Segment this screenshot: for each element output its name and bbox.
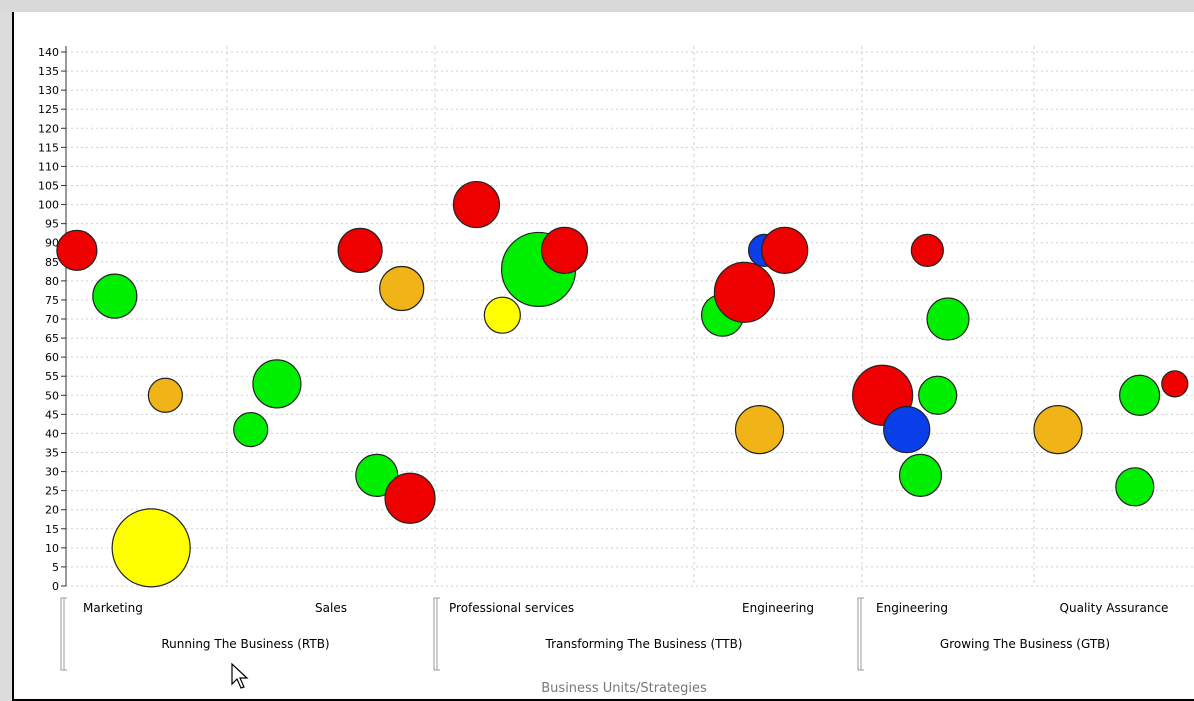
background-window-strip <box>0 0 1194 12</box>
bubble-red[interactable] <box>56 229 98 271</box>
y-tick-label: 90 <box>45 237 59 250</box>
bubble-red[interactable] <box>910 233 944 267</box>
y-tick-label: 35 <box>45 447 59 460</box>
category-label: Engineering <box>742 601 814 615</box>
bubble-blue[interactable] <box>883 406 931 454</box>
bubble-orange[interactable] <box>379 265 425 312</box>
y-axis: 0 5 10 15 20 25 30 35 40 45 50 55 60 65 70 75 80 85 90 95 10… <box>38 46 67 593</box>
y-tick-label: 30 <box>45 466 59 479</box>
bubble-orange[interactable] <box>147 377 183 413</box>
category-label: Sales <box>315 601 347 615</box>
y-tick-label: 105 <box>38 180 59 193</box>
bubble-chart-panel: 0 5 10 15 20 25 30 35 40 45 50 55 60 65 70 75 80 85 90 95 10… <box>14 12 1194 699</box>
bubble-red[interactable] <box>1161 370 1189 398</box>
group-label: Running The Business (RTB) <box>161 637 329 651</box>
y-tick-label: 75 <box>45 294 59 307</box>
bubble-orange[interactable] <box>1033 405 1083 455</box>
grid-layer <box>66 46 1194 587</box>
mouse-cursor-icon <box>231 662 249 689</box>
group-label: Transforming The Business (TTB) <box>545 637 743 651</box>
bubble-green[interactable] <box>1115 467 1155 507</box>
bubble-green[interactable] <box>926 297 970 341</box>
y-tick-label: 120 <box>38 122 59 135</box>
y-tick-label: 65 <box>45 332 59 345</box>
x-axis-title: Business Units/Strategies <box>541 681 707 696</box>
group-bracket <box>433 597 440 671</box>
bubble-red[interactable] <box>452 180 501 229</box>
y-tick-label: 50 <box>45 389 59 402</box>
bubble-green[interactable] <box>898 453 943 497</box>
y-tick-label: 45 <box>45 408 59 421</box>
bubble-green[interactable] <box>1118 374 1161 416</box>
y-tick-label: 15 <box>45 523 59 536</box>
bubble-green[interactable] <box>252 359 302 409</box>
y-tick-label: 80 <box>45 275 59 288</box>
y-tick-label: 55 <box>45 370 59 383</box>
y-tick-label: 135 <box>38 65 59 78</box>
y-tick-label: 5 <box>52 561 59 574</box>
bubble-red[interactable] <box>713 261 776 323</box>
bubble-green[interactable] <box>355 453 399 497</box>
y-tick-label: 115 <box>38 141 59 154</box>
bubble-red[interactable] <box>384 472 436 524</box>
bubble-red[interactable] <box>337 227 383 273</box>
group-label: Growing The Business (GTB) <box>940 637 1110 651</box>
y-tick-label: 60 <box>45 351 59 364</box>
bubble-orange[interactable] <box>734 405 785 455</box>
y-tick-label: 130 <box>38 84 59 97</box>
y-tick-label: 20 <box>45 504 59 517</box>
group-bracket <box>857 597 864 671</box>
y-tick-label: 100 <box>38 199 59 212</box>
group-bracket <box>60 597 67 671</box>
y-tick-label: 70 <box>45 313 59 326</box>
category-label: Marketing <box>83 601 143 615</box>
bubble-red[interactable] <box>761 226 809 274</box>
y-tick-label: 140 <box>38 46 59 59</box>
background-window-edge <box>0 12 12 701</box>
bubble-red[interactable] <box>540 226 589 274</box>
x-axis-categories: Marketing Sales Running The Business (RTB)… <box>60 597 1169 671</box>
bubble-green[interactable] <box>918 375 958 415</box>
y-tick-label: 25 <box>45 485 59 498</box>
y-tick-label: 95 <box>45 218 59 231</box>
bubble-yellow[interactable] <box>483 296 521 334</box>
bubble-yellow[interactable] <box>111 508 191 588</box>
y-tick-label: 110 <box>38 160 59 173</box>
y-tick-label: 125 <box>38 103 59 116</box>
bubbles-layer <box>56 180 1189 588</box>
category-label: Engineering <box>876 601 948 615</box>
y-tick-label: 40 <box>45 427 59 440</box>
bubble-green[interactable] <box>92 273 138 319</box>
category-label: Professional services <box>449 601 574 615</box>
y-tick-label: 0 <box>52 580 59 593</box>
bubble-green[interactable] <box>233 412 269 448</box>
bubble-chart: 0 5 10 15 20 25 30 35 40 45 50 55 60 65 70 75 80 85 90 95 10… <box>38 46 1194 696</box>
y-tick-label: 10 <box>45 542 59 555</box>
category-label: Quality Assurance <box>1060 601 1169 615</box>
y-tick-label: 85 <box>45 256 59 269</box>
